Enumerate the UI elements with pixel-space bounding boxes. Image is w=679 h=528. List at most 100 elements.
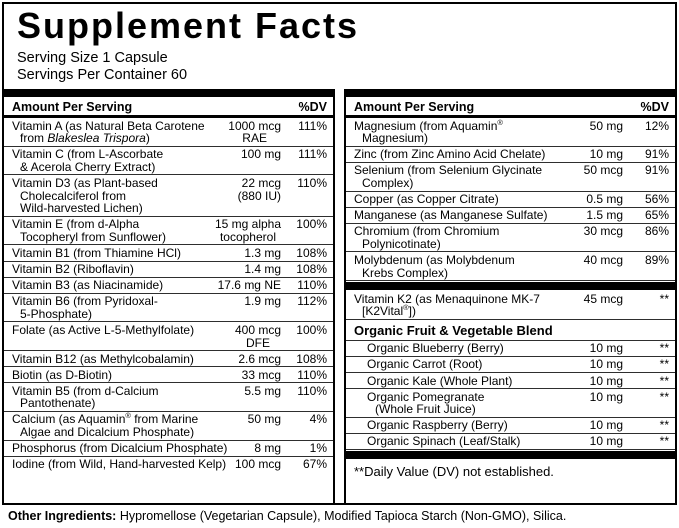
nutrient-row: Organic Blueberry (Berry) 10 mg ** xyxy=(346,341,675,357)
nutrient-row: Organic Carrot (Root) 10 mg ** xyxy=(346,357,675,373)
amount-per-serving-label: Amount Per Serving xyxy=(12,100,133,115)
nutrient-amount: 22 mcg (880 IU) xyxy=(237,175,281,203)
nutrient-amount: 33 mcg xyxy=(241,367,281,382)
nutrient-amount: 1000 mcg RAE xyxy=(228,118,281,146)
dv-header-label: %DV xyxy=(640,100,669,115)
nutrient-amount: 30 mcg xyxy=(583,224,623,239)
nutrient-amount: 8 mg xyxy=(254,441,281,456)
nutrient-name: Vitamin K2 (as Menaquinone MK-7 [K2Vital®… xyxy=(354,291,540,319)
nutrient-name: Organic Kale (Whole Plant) xyxy=(367,373,513,388)
nutrient-row: Organic Raspberry (Berry) 10 mg ** xyxy=(346,418,675,434)
nutrient-dv: ** xyxy=(659,389,669,404)
nutrient-dv: 91% xyxy=(644,147,669,162)
nutrient-row: Vitamin C (from L-Ascorbate & Acerola Che… xyxy=(4,147,333,176)
nutrient-dv: ** xyxy=(659,418,669,433)
nutrient-amount: 10 mg xyxy=(589,434,623,449)
nutrient-name: Vitamin B2 (Riboflavin) xyxy=(12,262,134,277)
nutrient-row: Copper (as Copper Citrate) 0.5 mg 56% xyxy=(346,192,675,208)
left-column-header: Amount Per Serving %DV xyxy=(4,98,333,119)
right-column: Amount Per Serving %DV Magnesium (from A… xyxy=(344,89,675,503)
nutrient-amount: 1.5 mg xyxy=(586,208,623,223)
nutrient-name: Chromium (from Chromium Polynicotinate) xyxy=(354,224,500,251)
nutrient-row: Folate (as Active L-5-Methylfolate) 400 … xyxy=(4,322,333,352)
nutrient-amount: 45 mcg xyxy=(583,291,623,306)
nutrient-name: Vitamin A (as Natural Beta Carotene from … xyxy=(12,118,205,146)
nutrient-name: Magnesium (from Aquamin® Magnesium) xyxy=(354,117,503,146)
nutrient-row: Vitamin B5 (from d-Calcium Pantothenate) … xyxy=(4,383,333,412)
nutrient-amount: 400 mcg DFE xyxy=(234,322,281,350)
nutrient-name: Calcium (as Aquamin® from Marine Algae an… xyxy=(12,411,199,440)
nutrient-row: Vitamin B6 (from Pyridoxal- 5-Phosphate) … xyxy=(4,294,333,323)
nutrient-name: Vitamin B12 (as Methylcobalamin) xyxy=(12,351,194,366)
section-divider-bar xyxy=(346,450,675,459)
panel-header: Supplement Facts Serving Size 1 Capsule … xyxy=(4,4,675,85)
nutrient-dv: 111% xyxy=(298,147,327,162)
nutrient-dv: 112% xyxy=(297,294,327,309)
nutrient-dv: 108% xyxy=(296,351,327,366)
nutrient-amount: 50 mg xyxy=(247,412,281,427)
nutrient-row: Vitamin D3 (as Plant-based Cholecalcifero… xyxy=(4,175,333,217)
nutrient-name: Selenium (from Selenium Glycinate Complex… xyxy=(354,163,543,190)
nutrient-row: Vitamin B12 (as Methylcobalamin) 2.6 mcg… xyxy=(4,351,333,368)
nutrient-amount: 10 mg xyxy=(589,418,623,433)
nutrient-name: Copper (as Copper Citrate) xyxy=(354,192,499,207)
nutrient-amount: 100 mg xyxy=(240,147,281,162)
top-thick-bar xyxy=(346,89,675,98)
nutrient-name: Organic Blueberry (Berry) xyxy=(367,341,504,356)
nutrient-dv: 100% xyxy=(296,322,327,337)
right-column-header: Amount Per Serving %DV xyxy=(346,98,675,119)
nutrient-dv: 12% xyxy=(644,118,669,133)
nutrient-name: Vitamin B3 (as Niacinamide) xyxy=(12,278,164,293)
nutrient-amount: 17.6 mg NE xyxy=(217,278,281,293)
nutrient-name: Organic Carrot (Root) xyxy=(367,357,483,372)
other-ingredients: Other Ingredients: Hypromellose (Vegetar… xyxy=(8,509,566,523)
left-rows: Vitamin A (as Natural Beta Carotene from … xyxy=(4,118,333,472)
nutrient-amount: 2.6 mcg xyxy=(238,351,281,366)
nutrient-row: Manganese (as Manganese Sulfate) 1.5 mg … xyxy=(346,208,675,224)
nutrient-amount: 1.3 mg xyxy=(244,245,281,260)
nutrient-dv: 110% xyxy=(297,175,327,190)
nutrient-dv: 89% xyxy=(644,252,669,267)
nutrient-dv: 110% xyxy=(297,278,327,293)
nutrient-dv: 1% xyxy=(309,441,327,456)
nutrient-row: Phosphorus (from Dicalcium Phosphate) 8 … xyxy=(4,441,333,457)
columns-container: Amount Per Serving %DV Vitamin A (as Nat… xyxy=(4,89,675,503)
nutrient-row: Vitamin K2 (as Menaquinone MK-7 [K2Vital®… xyxy=(346,291,675,320)
other-ingredients-text: Hypromellose (Vegetarian Capsule), Modif… xyxy=(116,509,567,523)
dv-header-label: %DV xyxy=(298,100,327,115)
nutrient-row: Chromium (from Chromium Polynicotinate) 3… xyxy=(346,224,675,253)
nutrient-name: Vitamin B1 (from Thiamine HCl) xyxy=(12,245,181,260)
nutrient-dv: 91% xyxy=(644,163,669,178)
nutrient-row: Vitamin B3 (as Niacinamide) 17.6 mg NE 1… xyxy=(4,278,333,294)
nutrient-dv: 56% xyxy=(644,192,669,207)
nutrient-name: Organic Pomegranate (Whole Fruit Juice) xyxy=(367,389,485,417)
nutrient-amount: 10 mg xyxy=(589,357,623,372)
nutrient-name: Vitamin B6 (from Pyridoxal- 5-Phosphate) xyxy=(12,294,158,321)
nutrient-name: Iodine (from Wild, Hand-harvested Kelp) xyxy=(12,457,227,472)
serving-size-line: Serving Size 1 Capsule xyxy=(17,49,168,66)
nutrient-amount: 100 mcg xyxy=(234,457,281,472)
nutrient-dv: 110% xyxy=(297,367,327,382)
nutrient-name: Folate (as Active L-5-Methylfolate) xyxy=(12,322,195,337)
nutrient-dv: 110% xyxy=(297,383,327,398)
nutrient-amount: 10 mg xyxy=(589,147,623,162)
nutrient-row: Vitamin A (as Natural Beta Carotene from … xyxy=(4,118,333,147)
nutrient-row: Vitamin B1 (from Thiamine HCl) 1.3 mg 10… xyxy=(4,245,333,262)
nutrient-row: Organic Pomegranate (Whole Fruit Juice) 1… xyxy=(346,389,675,418)
nutrient-name: Vitamin B5 (from d-Calcium Pantothenate) xyxy=(12,383,159,411)
nutrient-amount: 0.5 mg xyxy=(586,192,623,207)
facts-panel: Supplement Facts Serving Size 1 Capsule … xyxy=(2,2,677,505)
nutrient-dv: ** xyxy=(659,357,669,372)
nutrient-row: Biotin (as D-Biotin) 33 mcg 110% xyxy=(4,367,333,384)
nutrient-row: Molybdenum (as Molybdenum Krebs Complex) … xyxy=(346,252,675,282)
amount-per-serving-label: Amount Per Serving xyxy=(354,100,475,115)
nutrient-name: Organic Raspberry (Berry) xyxy=(367,418,508,433)
nutrient-name: Zinc (from Zinc Amino Acid Chelate) xyxy=(354,147,546,162)
nutrient-name: Vitamin D3 (as Plant-based Cholecalcifero… xyxy=(12,175,158,216)
nutrient-row: Iodine (from Wild, Hand-harvested Kelp) … xyxy=(4,457,333,472)
nutrient-amount: 15 mg alpha tocopherol xyxy=(214,217,281,244)
nutrient-amount: 10 mg xyxy=(589,389,623,404)
nutrient-dv: 111% xyxy=(298,118,327,133)
nutrient-name: Molybdenum (as Molybdenum Krebs Complex) xyxy=(354,252,515,280)
nutrient-dv: ** xyxy=(659,291,669,306)
